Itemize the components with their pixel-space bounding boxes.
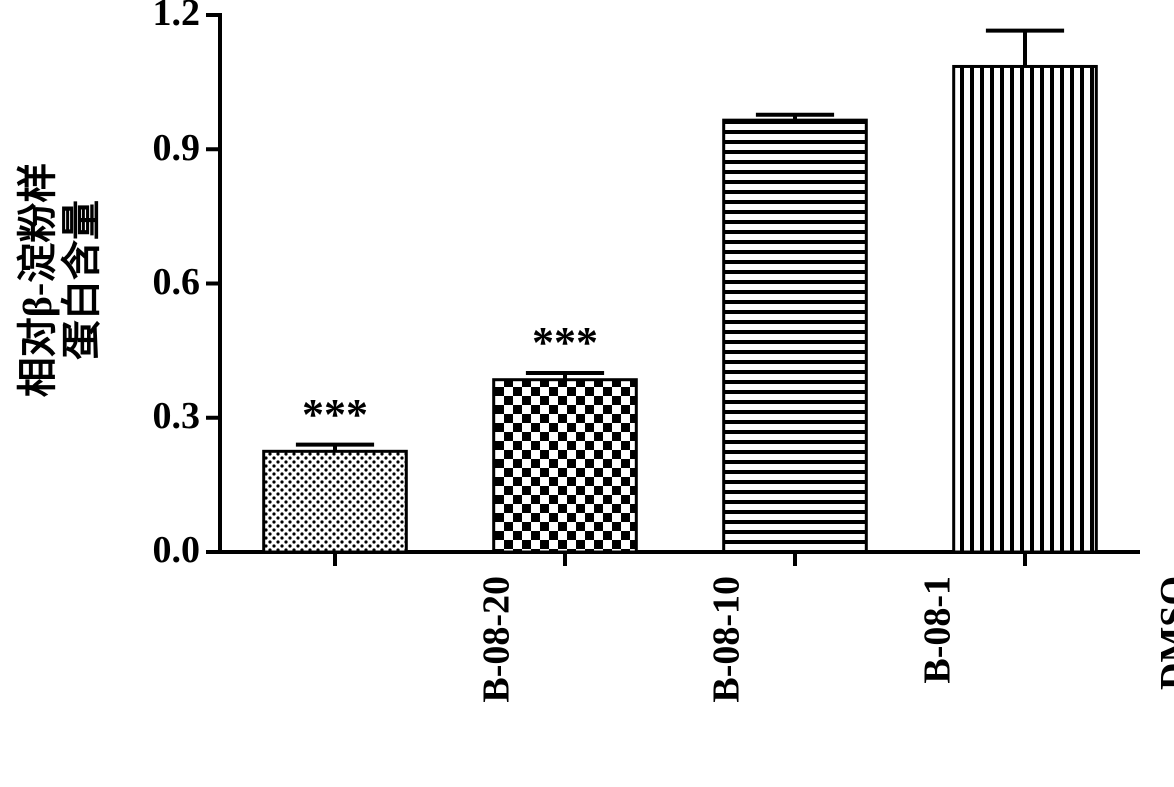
y-tick-label: 0.3: [153, 394, 201, 438]
y-tick-label: 0.9: [153, 126, 201, 170]
significance-label: ***: [532, 317, 598, 368]
y-tick-label: 1.2: [153, 0, 201, 35]
significance-label: ***: [302, 389, 368, 440]
bar-B-08-10: [494, 380, 637, 552]
y-axis-label-line1: 相对β-淀粉样: [15, 163, 60, 397]
y-axis-label-container: 相对β-淀粉样 蛋白含量: [0, 0, 120, 560]
y-tick-label: 0.6: [153, 260, 201, 304]
y-axis-label-line2: 蛋白含量: [59, 200, 104, 360]
x-tick-label: B-08-10: [705, 576, 749, 703]
bar-DMSO: [954, 66, 1097, 552]
y-axis-label: 相对β-淀粉样 蛋白含量: [16, 163, 104, 397]
bar-chart-figure: 相对β-淀粉样 蛋白含量: [0, 0, 1174, 787]
x-tick-label: B-08-1: [916, 576, 960, 684]
y-tick-label: 0.0: [153, 528, 201, 572]
x-tick-label: DMSO: [1152, 576, 1174, 690]
bar-B-08-1: [724, 120, 867, 552]
x-tick-label: B-08-20: [475, 576, 519, 703]
bar-B-08-20: [264, 451, 407, 552]
